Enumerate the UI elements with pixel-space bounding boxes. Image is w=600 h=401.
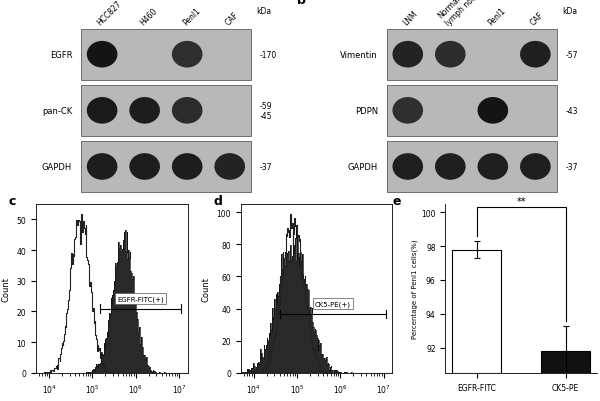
Text: kDa: kDa bbox=[257, 7, 272, 16]
Text: GAPDH: GAPDH bbox=[42, 162, 72, 172]
Text: c: c bbox=[9, 194, 16, 207]
Ellipse shape bbox=[478, 154, 508, 180]
Bar bbox=[386, 142, 557, 192]
Text: -57: -57 bbox=[565, 51, 578, 59]
Y-axis label: Count: Count bbox=[202, 276, 211, 301]
Text: -59
-45: -59 -45 bbox=[260, 101, 272, 121]
Text: Penl1: Penl1 bbox=[181, 6, 202, 28]
Text: e: e bbox=[392, 194, 401, 207]
Bar bbox=[386, 30, 557, 81]
Ellipse shape bbox=[172, 42, 202, 68]
Text: HCC827: HCC827 bbox=[96, 0, 124, 28]
Text: -37: -37 bbox=[565, 162, 578, 172]
Text: H460: H460 bbox=[138, 7, 159, 28]
Ellipse shape bbox=[172, 98, 202, 124]
Bar bbox=[386, 85, 557, 137]
Text: CAF: CAF bbox=[529, 11, 546, 28]
Text: Vimentin: Vimentin bbox=[340, 51, 378, 59]
Text: EGFR-FITC(+): EGFR-FITC(+) bbox=[117, 296, 164, 302]
Text: Penl1: Penl1 bbox=[487, 6, 508, 28]
Ellipse shape bbox=[392, 154, 423, 180]
Ellipse shape bbox=[392, 42, 423, 68]
Text: GAPDH: GAPDH bbox=[347, 162, 378, 172]
Ellipse shape bbox=[392, 98, 423, 124]
Text: -43: -43 bbox=[565, 107, 578, 115]
Text: EGFR: EGFR bbox=[50, 51, 72, 59]
Bar bbox=[541, 351, 590, 373]
Text: d: d bbox=[214, 194, 222, 207]
Ellipse shape bbox=[130, 98, 160, 124]
Ellipse shape bbox=[130, 154, 160, 180]
Bar bbox=[81, 85, 251, 137]
Bar bbox=[452, 250, 501, 373]
Text: **: ** bbox=[517, 196, 526, 206]
Ellipse shape bbox=[478, 98, 508, 124]
Ellipse shape bbox=[87, 42, 118, 68]
Text: Normal
lymph node: Normal lymph node bbox=[437, 0, 482, 28]
Text: CAF: CAF bbox=[223, 11, 240, 28]
Ellipse shape bbox=[520, 154, 551, 180]
Ellipse shape bbox=[520, 42, 551, 68]
Text: b: b bbox=[297, 0, 306, 7]
Ellipse shape bbox=[435, 42, 466, 68]
Text: kDa: kDa bbox=[562, 7, 578, 16]
Ellipse shape bbox=[172, 154, 202, 180]
Text: -170: -170 bbox=[260, 51, 277, 59]
Ellipse shape bbox=[214, 154, 245, 180]
Ellipse shape bbox=[87, 98, 118, 124]
Text: CK5-PE(+): CK5-PE(+) bbox=[315, 301, 351, 307]
Text: LNM: LNM bbox=[401, 10, 419, 28]
Ellipse shape bbox=[87, 154, 118, 180]
Y-axis label: Percentage of Penl1 cells(%): Percentage of Penl1 cells(%) bbox=[412, 239, 418, 338]
Ellipse shape bbox=[435, 154, 466, 180]
Bar bbox=[81, 142, 251, 192]
Text: pan-CK: pan-CK bbox=[42, 107, 72, 115]
Y-axis label: Count: Count bbox=[2, 276, 11, 301]
Bar bbox=[81, 30, 251, 81]
Text: -37: -37 bbox=[260, 162, 272, 172]
Text: PDPN: PDPN bbox=[355, 107, 378, 115]
